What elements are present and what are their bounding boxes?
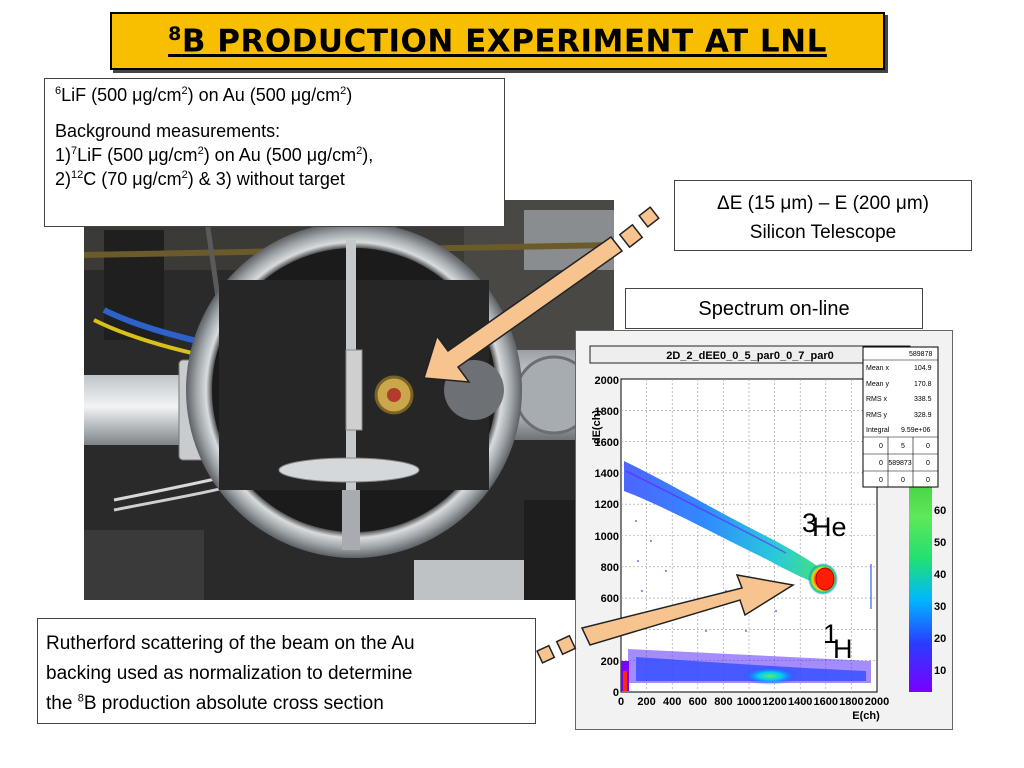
h1-label-sup: 1 xyxy=(823,619,838,649)
x-tick-400: 400 xyxy=(663,696,681,708)
he3-label: 3 He xyxy=(802,508,847,542)
stats-integral-label: Integral xyxy=(866,427,890,434)
y-tick-1800: 1800 xyxy=(595,406,619,418)
z-tick-20: 20 xyxy=(934,633,946,645)
stats-rms-x: 338.5 xyxy=(914,396,932,403)
stats-cell: 0 xyxy=(879,460,883,467)
z-tick-30: 30 xyxy=(934,601,946,613)
rutherford-box: Rutherford scattering of the beam on the… xyxy=(37,618,536,724)
h1-label-text: H xyxy=(833,634,853,664)
scattering-chamber-photo xyxy=(84,200,614,600)
rutherford-arrow-icon xyxy=(536,574,796,664)
y-axis-label: dE(ch) xyxy=(591,410,603,445)
telescope-arrow-icon xyxy=(423,206,660,383)
telescope-label: Silicon Telescope xyxy=(749,222,897,243)
target-description-box: 6LiF (500 μg/cm2) on Au (500 μg/cm2) Bac… xyxy=(44,78,505,227)
h1-peak xyxy=(742,667,798,685)
rutherford-line-3: the 8B production absolute cross section xyxy=(46,692,384,714)
stats-cell: 0 xyxy=(926,460,930,467)
x-tick-200: 200 xyxy=(637,696,655,708)
stats-cell: 589873 xyxy=(888,460,911,467)
x-tick-1400: 1400 xyxy=(788,696,812,708)
x-tick-800: 800 xyxy=(714,696,732,708)
stats-box: 589878 Mean x 104.9 Mean y 170.8 RMS x 3… xyxy=(862,346,939,488)
stats-mean-x: 104.9 xyxy=(914,365,932,372)
y-tick-800: 800 xyxy=(601,562,619,574)
stats-rms-y: 328.9 xyxy=(914,412,932,419)
x-axis-label: E(ch) xyxy=(852,710,880,722)
x-tick-labels: 0 200 400 600 800 1000 1200 1400 1600 18… xyxy=(618,696,889,708)
z-tick-50: 50 xyxy=(934,537,946,549)
stats-cell: 0 xyxy=(879,443,883,450)
z-tick-labels: 10 20 30 40 50 60 xyxy=(934,505,946,677)
spectrum-plot: 2D_2_dEE0_0_5_par0_0_7_par0 xyxy=(575,330,953,730)
y-tick-1000: 1000 xyxy=(595,531,619,543)
stats-cell: 5 xyxy=(901,443,905,450)
x-tick-600: 600 xyxy=(689,696,707,708)
z-color-palette xyxy=(909,449,932,692)
background-item-1: 1)7LiF (500 μg/cm2) on Au (500 μg/cm2), xyxy=(55,145,374,165)
z-tick-40: 40 xyxy=(934,569,946,581)
y-tick-600: 600 xyxy=(601,593,619,605)
histo-title: 2D_2_dEE0_0_5_par0_0_7_par0 xyxy=(666,350,834,362)
he3-label-sup: 3 xyxy=(802,508,817,538)
stats-entries: 589878 xyxy=(909,351,932,358)
stats-mean-x-label: Mean x xyxy=(866,365,889,372)
h1-label: 1 H xyxy=(823,619,853,664)
stats-mean-y: 170.8 xyxy=(914,381,932,388)
stats-rms-x-label: RMS x xyxy=(866,396,888,403)
y-tick-1600: 1600 xyxy=(595,437,619,449)
stats-cell: 0 xyxy=(926,477,930,484)
rutherford-line-2: backing used as normalization to determi… xyxy=(46,663,413,684)
target-line: 6LiF (500 μg/cm2) on Au (500 μg/cm2) xyxy=(55,85,353,105)
x-tick-1800: 1800 xyxy=(839,696,863,708)
y-tick-2000: 2000 xyxy=(595,375,619,387)
background-heading: Background measurements: xyxy=(55,121,281,141)
x-tick-0: 0 xyxy=(618,696,624,708)
he3-band xyxy=(624,461,872,609)
slide-title-banner: 8B PRODUCTION EXPERIMENT AT LNL xyxy=(110,12,885,70)
rutherford-line-1: Rutherford scattering of the beam on the… xyxy=(46,633,415,654)
x-tick-1200: 1200 xyxy=(762,696,786,708)
stats-cell: 0 xyxy=(901,477,905,484)
spectrum-online-label: Spectrum on-line xyxy=(698,298,850,320)
stats-mean-y-label: Mean y xyxy=(866,381,889,388)
y-tick-0: 0 xyxy=(613,687,619,699)
telescope-box: ΔE (15 μm) – E (200 μm) Silicon Telescop… xyxy=(674,180,972,251)
z-tick-10: 10 xyxy=(934,665,946,677)
he3-label-text: He xyxy=(812,512,847,542)
stats-integral: 9.59e+06 xyxy=(901,427,930,434)
y-tick-1400: 1400 xyxy=(595,468,619,480)
z-tick-60: 60 xyxy=(934,505,946,517)
x-tick-1600: 1600 xyxy=(814,696,838,708)
spectrum-svg: 2D_2_dEE0_0_5_par0_0_7_par0 xyxy=(589,345,946,722)
spectrum-online-box: Spectrum on-line xyxy=(625,288,923,329)
background-item-2: 2)12C (70 μg/cm2) & 3) without target xyxy=(55,169,345,189)
y-tick-1200: 1200 xyxy=(595,499,619,511)
y-tick-200: 200 xyxy=(601,656,619,668)
h1-band xyxy=(621,649,871,691)
stats-cell: 0 xyxy=(926,443,930,450)
x-tick-2000: 2000 xyxy=(865,696,889,708)
y-tick-labels: 0 200 400 600 800 1000 1200 1400 1600 18… xyxy=(595,375,619,699)
stats-rms-y-label: RMS y xyxy=(866,412,888,419)
telescope-thickness: ΔE (15 μm) – E (200 μm) xyxy=(717,193,929,214)
slide-title: 8B PRODUCTION EXPERIMENT AT LNL xyxy=(168,22,827,60)
x-tick-1000: 1000 xyxy=(737,696,761,708)
stats-cell: 0 xyxy=(879,477,883,484)
